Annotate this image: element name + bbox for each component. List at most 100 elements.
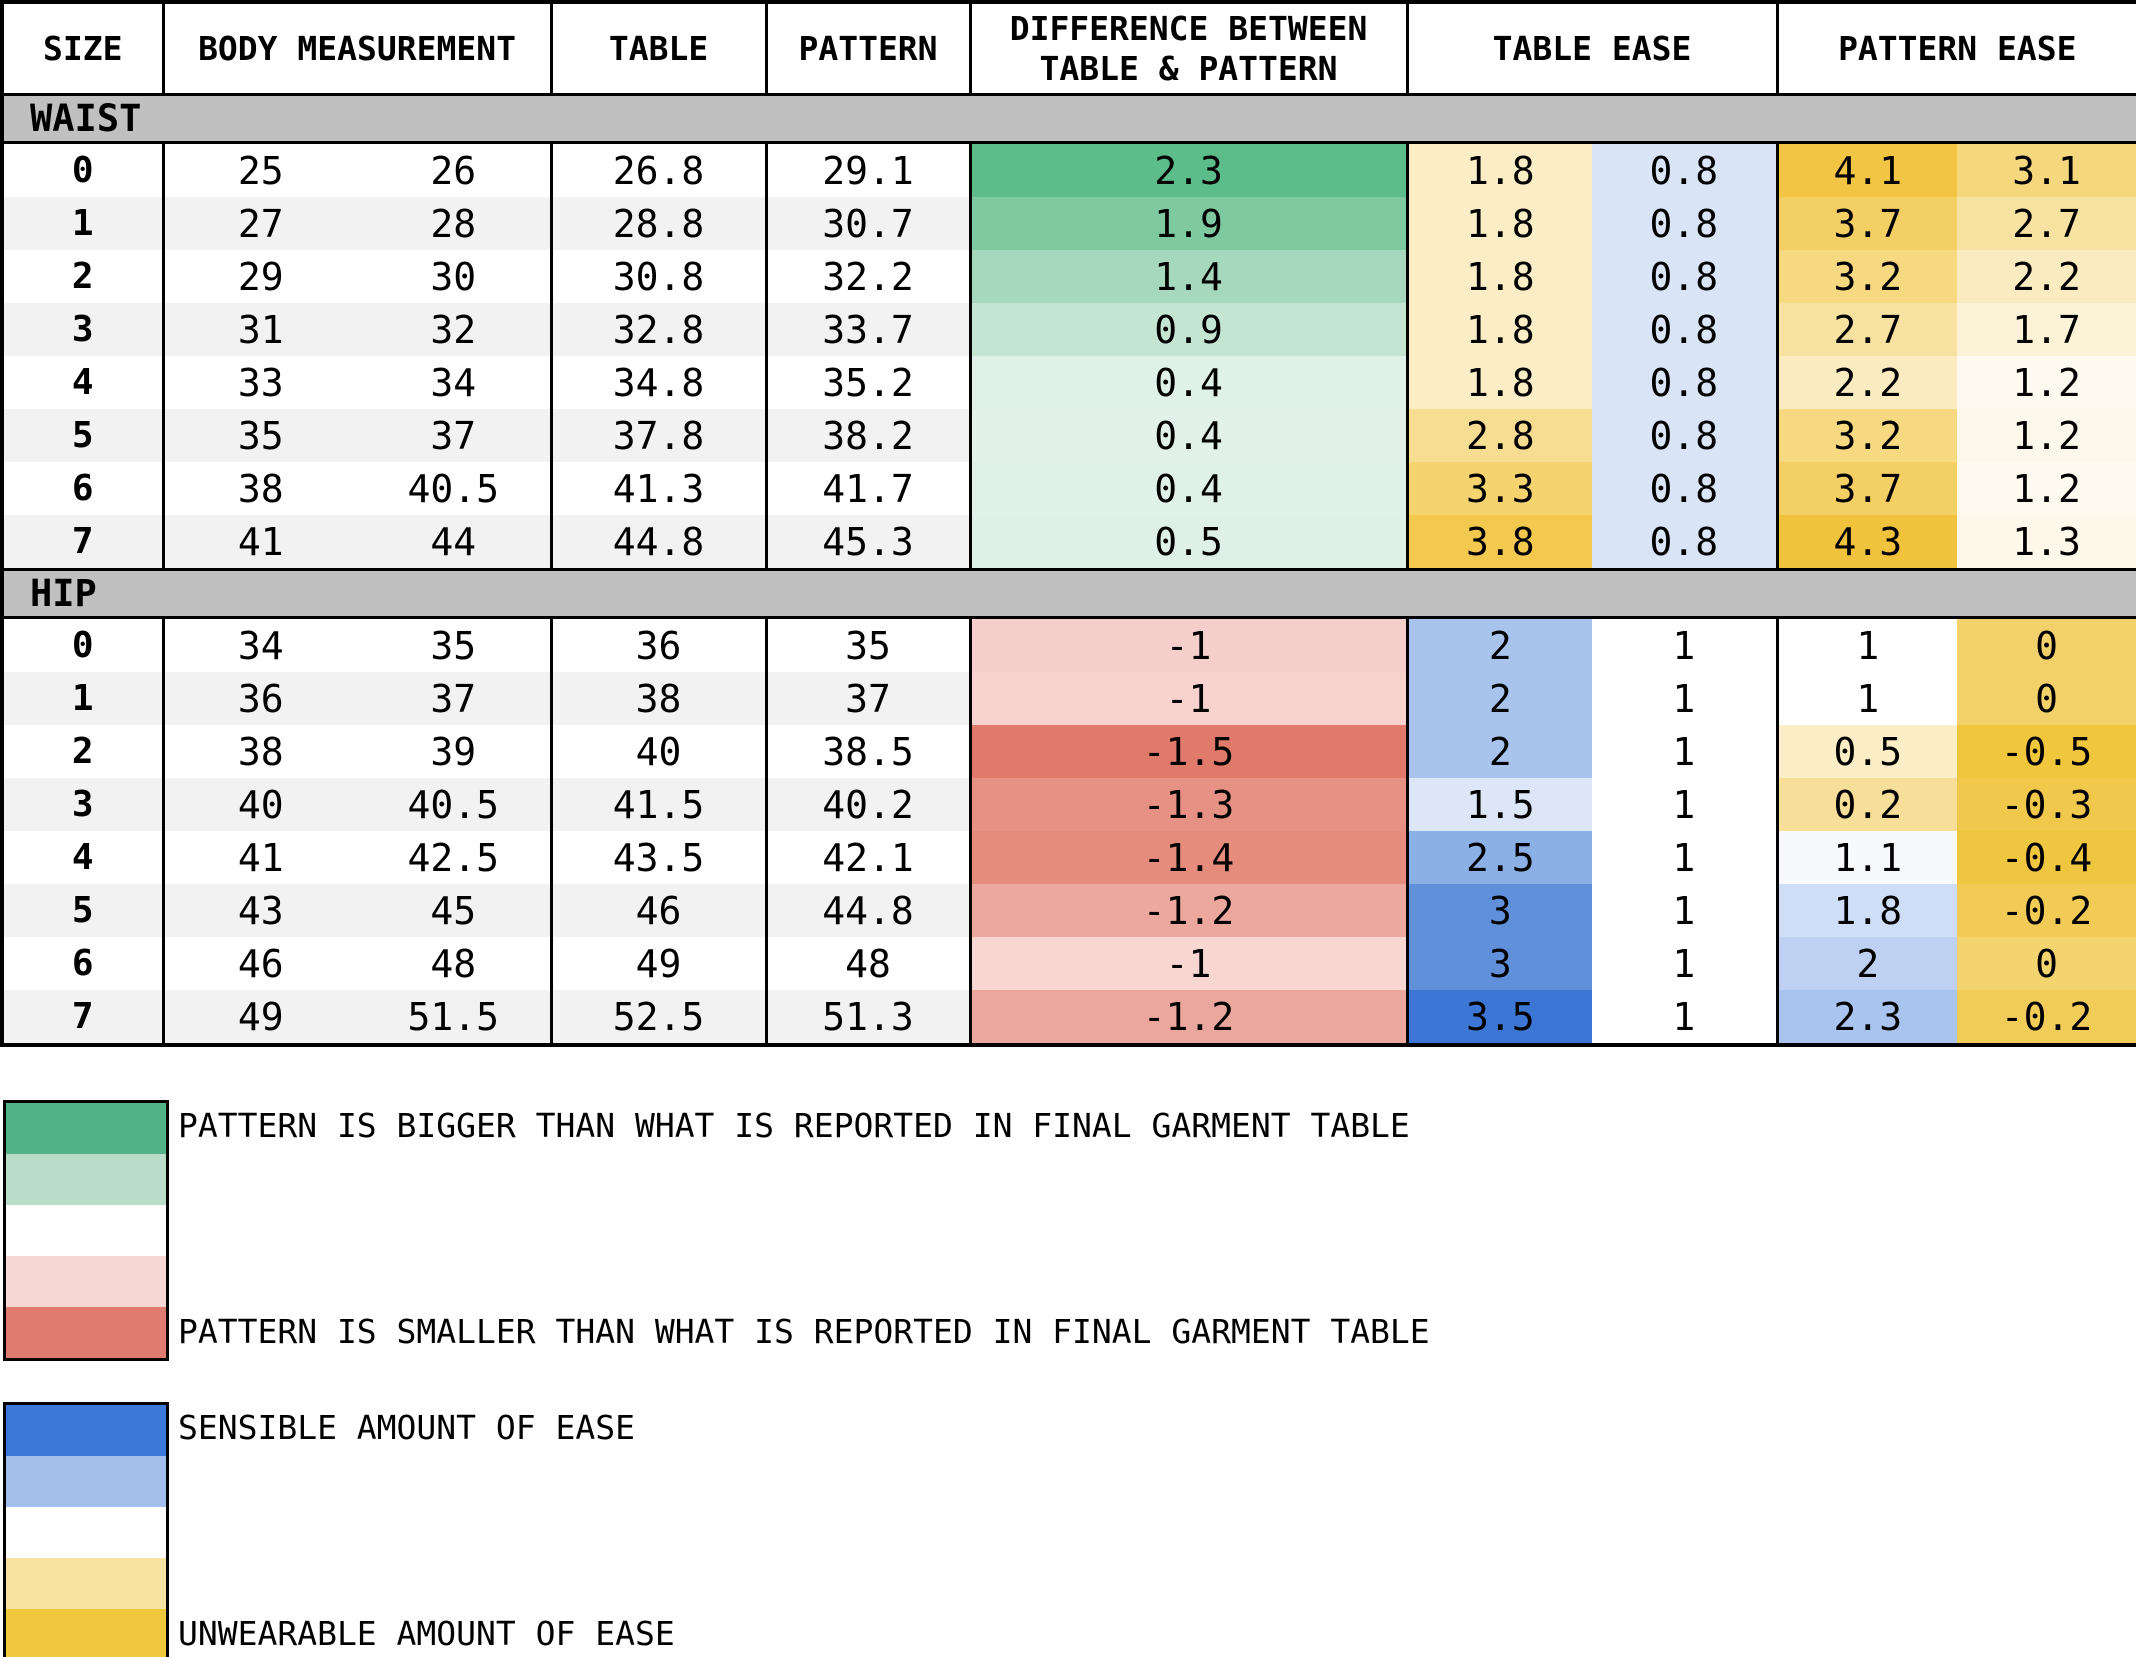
cell-table-ease-1: 1.8 (1407, 303, 1593, 356)
cell-table: 43.5 (551, 831, 768, 884)
cell-body-low: 40 (163, 778, 357, 831)
cell-pattern-ease-1: 2 (1777, 937, 1958, 990)
legend-stripe (6, 1405, 166, 1456)
cell-difference: 0.9 (970, 303, 1409, 356)
cell-pattern-ease-1: 2.7 (1777, 303, 1958, 356)
cell-table: 41.3 (551, 462, 768, 515)
cell-table: 34.8 (551, 356, 768, 409)
cell-body-high: 37 (357, 409, 553, 462)
cell-pattern-ease-2: 2.2 (1957, 250, 2136, 303)
cell-body-high: 37 (357, 672, 553, 725)
cell-body-high: 32 (357, 303, 553, 356)
cell-table-ease-2: 0.8 (1592, 356, 1779, 409)
cell-table-ease-1: 2 (1407, 725, 1593, 778)
cell-pattern: 29.1 (766, 142, 972, 197)
cell-body-high: 51.5 (357, 990, 553, 1045)
cell-pattern: 45.3 (766, 515, 972, 570)
legend-stripe (6, 1154, 166, 1205)
cell-table: 28.8 (551, 197, 768, 250)
header-table-ease: TABLE EASE (1405, 0, 1779, 96)
legend-label-unwearable-ease: UNWEARABLE AMOUNT OF EASE (178, 1614, 675, 1653)
cell-table-ease-2: 1 (1592, 990, 1779, 1045)
cell-table-ease-2: 1 (1592, 884, 1779, 937)
cell-pattern: 35 (766, 617, 972, 672)
cell-body-high: 40.5 (357, 778, 553, 831)
cell-table-ease-1: 1.8 (1407, 142, 1593, 197)
cell-table-ease-1: 2 (1407, 672, 1593, 725)
header-row: SIZE BODY MEASUREMENT TABLE PATTERN DIFF… (0, 0, 2136, 96)
cell-table-ease-1: 3 (1407, 937, 1593, 990)
cell-pattern: 38.5 (766, 725, 972, 778)
cell-table: 46 (551, 884, 768, 937)
cell-pattern-ease-1: 2.2 (1777, 356, 1958, 409)
cell-body-high: 42.5 (357, 831, 553, 884)
cell-pattern: 38.2 (766, 409, 972, 462)
cell-difference: -1 (970, 672, 1409, 725)
table-row: 7 41 44 44.8 45.3 0.5 3.8 0.8 4.3 1.3 (2, 515, 2136, 570)
cell-table-ease-2: 1 (1592, 937, 1779, 990)
cell-pattern: 32.2 (766, 250, 972, 303)
table-row: 1 27 28 28.8 30.7 1.9 1.8 0.8 3.7 2.7 (2, 197, 2136, 250)
table-row: 5 35 37 37.8 38.2 0.4 2.8 0.8 3.2 1.2 (2, 409, 2136, 462)
cell-pattern: 30.7 (766, 197, 972, 250)
table-row: 4 41 42.5 43.5 42.1 -1.4 2.5 1 1.1 -0.4 (2, 831, 2136, 884)
cell-difference: -1.2 (970, 990, 1409, 1045)
cell-table-ease-2: 1 (1592, 725, 1779, 778)
header-body-measurement: BODY MEASUREMENT (161, 0, 553, 96)
cell-size: 3 (2, 778, 165, 831)
cell-table: 44.8 (551, 515, 768, 570)
cell-pattern-ease-1: 3.7 (1777, 462, 1958, 515)
cell-size: 0 (2, 142, 165, 197)
cell-size: 2 (2, 725, 165, 778)
cell-table-ease-1: 3.5 (1407, 990, 1593, 1045)
cell-table-ease-2: 0.8 (1592, 197, 1779, 250)
cell-size: 6 (2, 462, 165, 515)
cell-pattern: 42.1 (766, 831, 972, 884)
cell-body-low: 29 (163, 250, 357, 303)
cell-pattern-ease-1: 1 (1777, 672, 1958, 725)
cell-pattern-ease-1: 3.7 (1777, 197, 1958, 250)
table-row: 4 33 34 34.8 35.2 0.4 1.8 0.8 2.2 1.2 (2, 356, 2136, 409)
cell-difference: 0.4 (970, 462, 1409, 515)
cell-pattern: 41.7 (766, 462, 972, 515)
table-row: 5 43 45 46 44.8 -1.2 3 1 1.8 -0.2 (2, 884, 2136, 937)
cell-difference: -1 (970, 617, 1409, 672)
cell-pattern: 51.3 (766, 990, 972, 1045)
cell-pattern-ease-2: 1.7 (1957, 303, 2136, 356)
table-row: 0 25 26 26.8 29.1 2.3 1.8 0.8 4.1 3.1 (2, 142, 2136, 197)
legend-stripe (6, 1609, 166, 1657)
legend-stripe (6, 1307, 166, 1358)
section-row-waist: WAIST (2, 93, 2136, 144)
cell-table-ease-1: 2 (1407, 617, 1593, 672)
cell-table: 36 (551, 617, 768, 672)
cell-pattern-ease-2: -0.3 (1957, 778, 2136, 831)
cell-table-ease-2: 0.8 (1592, 409, 1779, 462)
cell-size: 3 (2, 303, 165, 356)
table-row: 3 31 32 32.8 33.7 0.9 1.8 0.8 2.7 1.7 (2, 303, 2136, 356)
cell-table-ease-2: 1 (1592, 778, 1779, 831)
cell-size: 6 (2, 937, 165, 990)
legend-label-pattern-bigger: PATTERN IS BIGGER THAN WHAT IS REPORTED … (178, 1106, 1410, 1145)
cell-pattern-ease-2: 1.3 (1957, 515, 2136, 570)
cell-table-ease-2: 0.8 (1592, 303, 1779, 356)
header-difference: DIFFERENCE BETWEEN TABLE & PATTERN (968, 0, 1409, 96)
cell-difference: 0.4 (970, 409, 1409, 462)
cell-pattern: 37 (766, 672, 972, 725)
cell-difference: 1.9 (970, 197, 1409, 250)
table-row: 7 49 51.5 52.5 51.3 -1.2 3.5 1 2.3 -0.2 (2, 990, 2136, 1045)
cell-body-low: 49 (163, 990, 357, 1045)
cell-table-ease-1: 1.5 (1407, 778, 1593, 831)
cell-pattern-ease-2: -0.2 (1957, 884, 2136, 937)
cell-body-low: 31 (163, 303, 357, 356)
cell-pattern-ease-1: 4.3 (1777, 515, 1958, 570)
cell-table-ease-2: 0.8 (1592, 250, 1779, 303)
cell-pattern-ease-2: 2.7 (1957, 197, 2136, 250)
cell-size: 1 (2, 672, 165, 725)
cell-table-ease-2: 0.8 (1592, 462, 1779, 515)
cell-pattern-ease-1: 4.1 (1777, 142, 1958, 197)
cell-body-low: 25 (163, 142, 357, 197)
cell-pattern-ease-2: -0.5 (1957, 725, 2136, 778)
cell-body-low: 43 (163, 884, 357, 937)
cell-pattern-ease-1: 1.1 (1777, 831, 1958, 884)
cell-pattern-ease-2: 1.2 (1957, 409, 2136, 462)
